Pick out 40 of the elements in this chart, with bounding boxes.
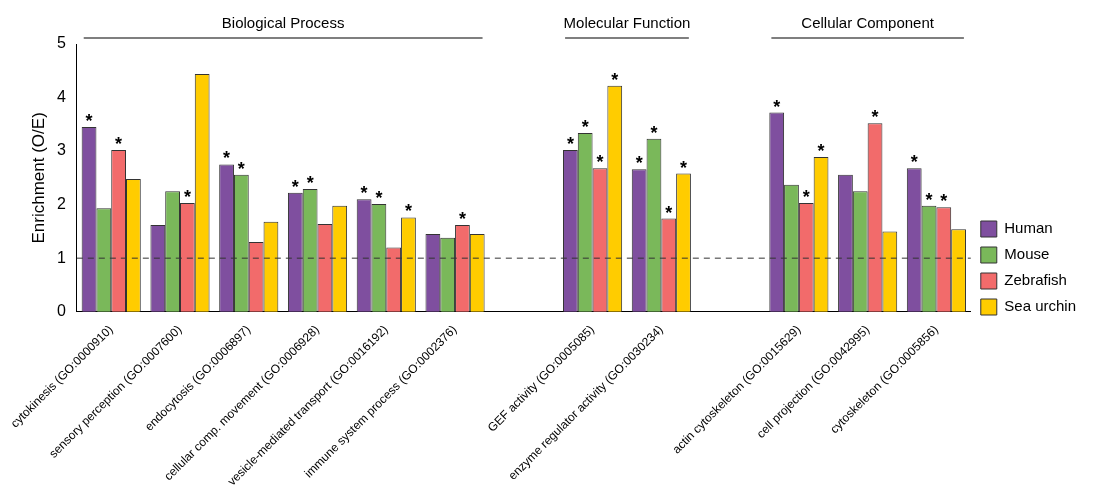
data-label: * [458,208,466,229]
data-label: * [817,140,825,161]
y-tick-label: 1 [56,248,66,266]
data-label: * [183,186,191,207]
y-tick-label: 2 [56,195,66,213]
data-label: * [650,122,658,143]
data-label: * [940,191,948,212]
y-axis-title: Enrichment (O/E) [29,112,49,244]
text: Cellular Component [801,14,935,31]
data-label: * [773,96,781,117]
data-label: * [291,176,299,197]
data-label: * [635,153,643,174]
data-label: * [802,186,810,207]
y-tick-label: 5 [56,34,66,52]
data-label: * [611,69,619,90]
y-tick-label: 0 [56,302,66,320]
text: Molecular Function [563,14,691,31]
data-label: * [360,183,368,204]
text: Biological Process [221,14,345,31]
legend-label: Mouse [1004,245,1050,263]
data-label: * [85,110,93,131]
data-label: * [581,116,589,137]
data-label: * [306,173,314,194]
data-label: * [596,152,604,173]
data-label: * [665,202,673,223]
legend-label: Sea urchin [1004,297,1077,315]
data-label: * [375,188,383,209]
data-label: * [115,133,123,154]
data-label: * [871,107,879,128]
legend-label: Human [1004,219,1053,237]
y-tick-label: 4 [56,87,66,105]
y-tick-label: 3 [56,141,66,159]
data-label: * [910,152,918,173]
data-label: * [925,189,933,210]
data-label: * [223,148,231,169]
data-label: * [566,133,574,154]
data-label: * [237,158,245,179]
data-label: * [404,201,412,222]
legend-label: Zebrafish [1004,271,1067,289]
data-label: * [680,157,688,178]
